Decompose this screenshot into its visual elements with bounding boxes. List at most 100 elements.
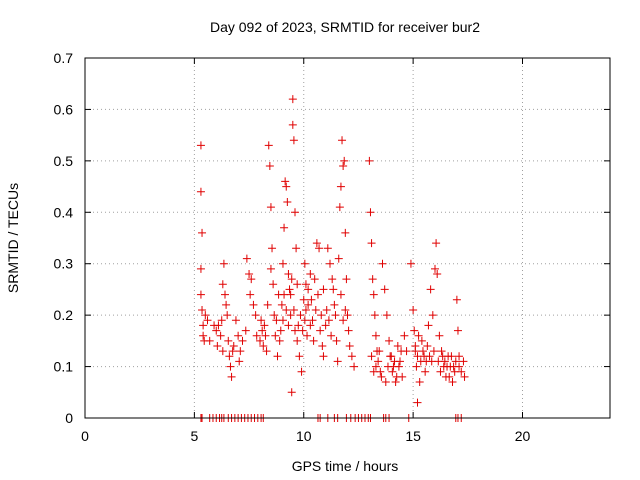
data-point — [205, 336, 214, 345]
data-point — [277, 300, 286, 309]
data-point — [453, 326, 462, 335]
data-point — [391, 378, 400, 386]
data-point — [263, 300, 272, 309]
data-point — [282, 182, 291, 191]
data-point — [341, 306, 350, 314]
data-point — [231, 316, 240, 325]
data-point — [300, 259, 309, 268]
data-point — [383, 362, 392, 371]
data-point — [421, 367, 430, 376]
y-tick-label: 0.4 — [54, 204, 74, 220]
data-point — [327, 331, 336, 340]
data-point — [201, 311, 210, 320]
data-point — [416, 357, 425, 366]
x-tick-label: 5 — [190, 428, 198, 444]
data-point — [217, 316, 226, 325]
data-point — [329, 285, 338, 294]
data-point — [259, 342, 268, 350]
data-point — [252, 331, 261, 340]
data-point — [412, 362, 421, 371]
data-point — [196, 264, 205, 273]
x-tick-label: 15 — [405, 428, 421, 444]
data-point — [460, 372, 469, 381]
data-point — [438, 352, 447, 361]
data-point — [307, 295, 316, 304]
data-point — [445, 372, 454, 381]
data-point — [281, 177, 290, 186]
data-point — [275, 336, 284, 345]
data-point — [350, 362, 359, 371]
data-point — [294, 321, 303, 330]
data-point — [295, 352, 304, 361]
data-point — [411, 342, 420, 350]
data-point — [285, 285, 294, 294]
data-point — [271, 331, 280, 340]
data-point — [196, 290, 205, 299]
data-point — [406, 259, 415, 268]
data-point — [270, 311, 279, 320]
y-tick-label: 0 — [65, 410, 73, 426]
data-point — [344, 326, 353, 335]
data-point — [289, 136, 298, 145]
data-point — [224, 336, 233, 345]
data-point — [218, 347, 227, 356]
chart-title: Day 092 of 2023, SRMTID for receiver bur… — [210, 19, 480, 35]
data-point — [286, 290, 295, 299]
data-point — [212, 326, 221, 335]
data-point — [287, 275, 296, 284]
data-point — [414, 331, 423, 340]
data-point — [198, 306, 207, 314]
data-point — [393, 342, 402, 350]
data-point — [308, 316, 317, 325]
data-point — [318, 342, 327, 350]
data-point — [317, 311, 326, 320]
data-point — [266, 203, 275, 212]
data-point — [223, 311, 232, 320]
data-point — [375, 347, 384, 356]
data-point — [292, 244, 301, 253]
data-point — [397, 347, 406, 356]
data-point — [198, 228, 207, 237]
data-point — [447, 352, 456, 361]
data-point — [276, 326, 285, 335]
data-point — [377, 372, 386, 381]
data-point — [203, 316, 212, 325]
y-tick-label: 0.2 — [54, 307, 74, 323]
data-point — [440, 357, 449, 366]
data-point — [293, 280, 302, 289]
data-point — [369, 367, 378, 376]
data-point — [266, 264, 275, 273]
data-point — [246, 290, 255, 299]
data-point — [213, 342, 222, 350]
data-point — [283, 198, 292, 206]
data-point — [330, 300, 339, 309]
data-point — [367, 352, 376, 361]
data-point — [288, 95, 297, 104]
data-point — [339, 316, 348, 325]
data-point — [310, 275, 319, 284]
data-point — [306, 321, 315, 330]
data-point — [319, 352, 328, 361]
data-point — [225, 352, 234, 361]
data-point — [436, 367, 445, 376]
data-point — [342, 275, 351, 284]
data-point — [284, 321, 293, 330]
data-point — [378, 259, 387, 268]
data-point — [214, 321, 223, 330]
data-point — [262, 347, 271, 356]
data-point — [413, 398, 422, 407]
data-point — [424, 321, 433, 330]
data-point — [437, 347, 446, 356]
y-tick-label: 0.1 — [54, 359, 74, 375]
data-point — [241, 326, 250, 335]
data-point — [428, 311, 437, 320]
data-point — [380, 285, 389, 294]
data-point — [388, 367, 397, 376]
data-point — [429, 347, 438, 356]
data-point — [367, 239, 376, 248]
data-point — [226, 362, 235, 371]
data-point — [304, 285, 313, 294]
data-point — [229, 342, 238, 350]
data-point — [323, 244, 332, 253]
y-tick-label: 0.5 — [54, 153, 74, 169]
